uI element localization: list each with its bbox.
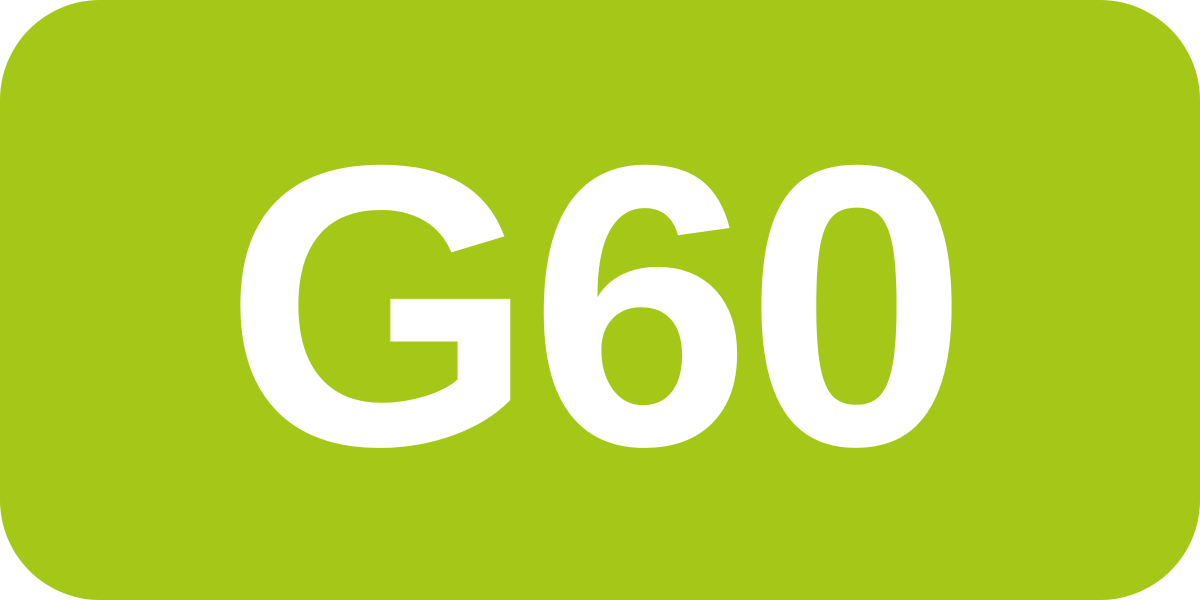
route-label: G60	[223, 82, 968, 529]
